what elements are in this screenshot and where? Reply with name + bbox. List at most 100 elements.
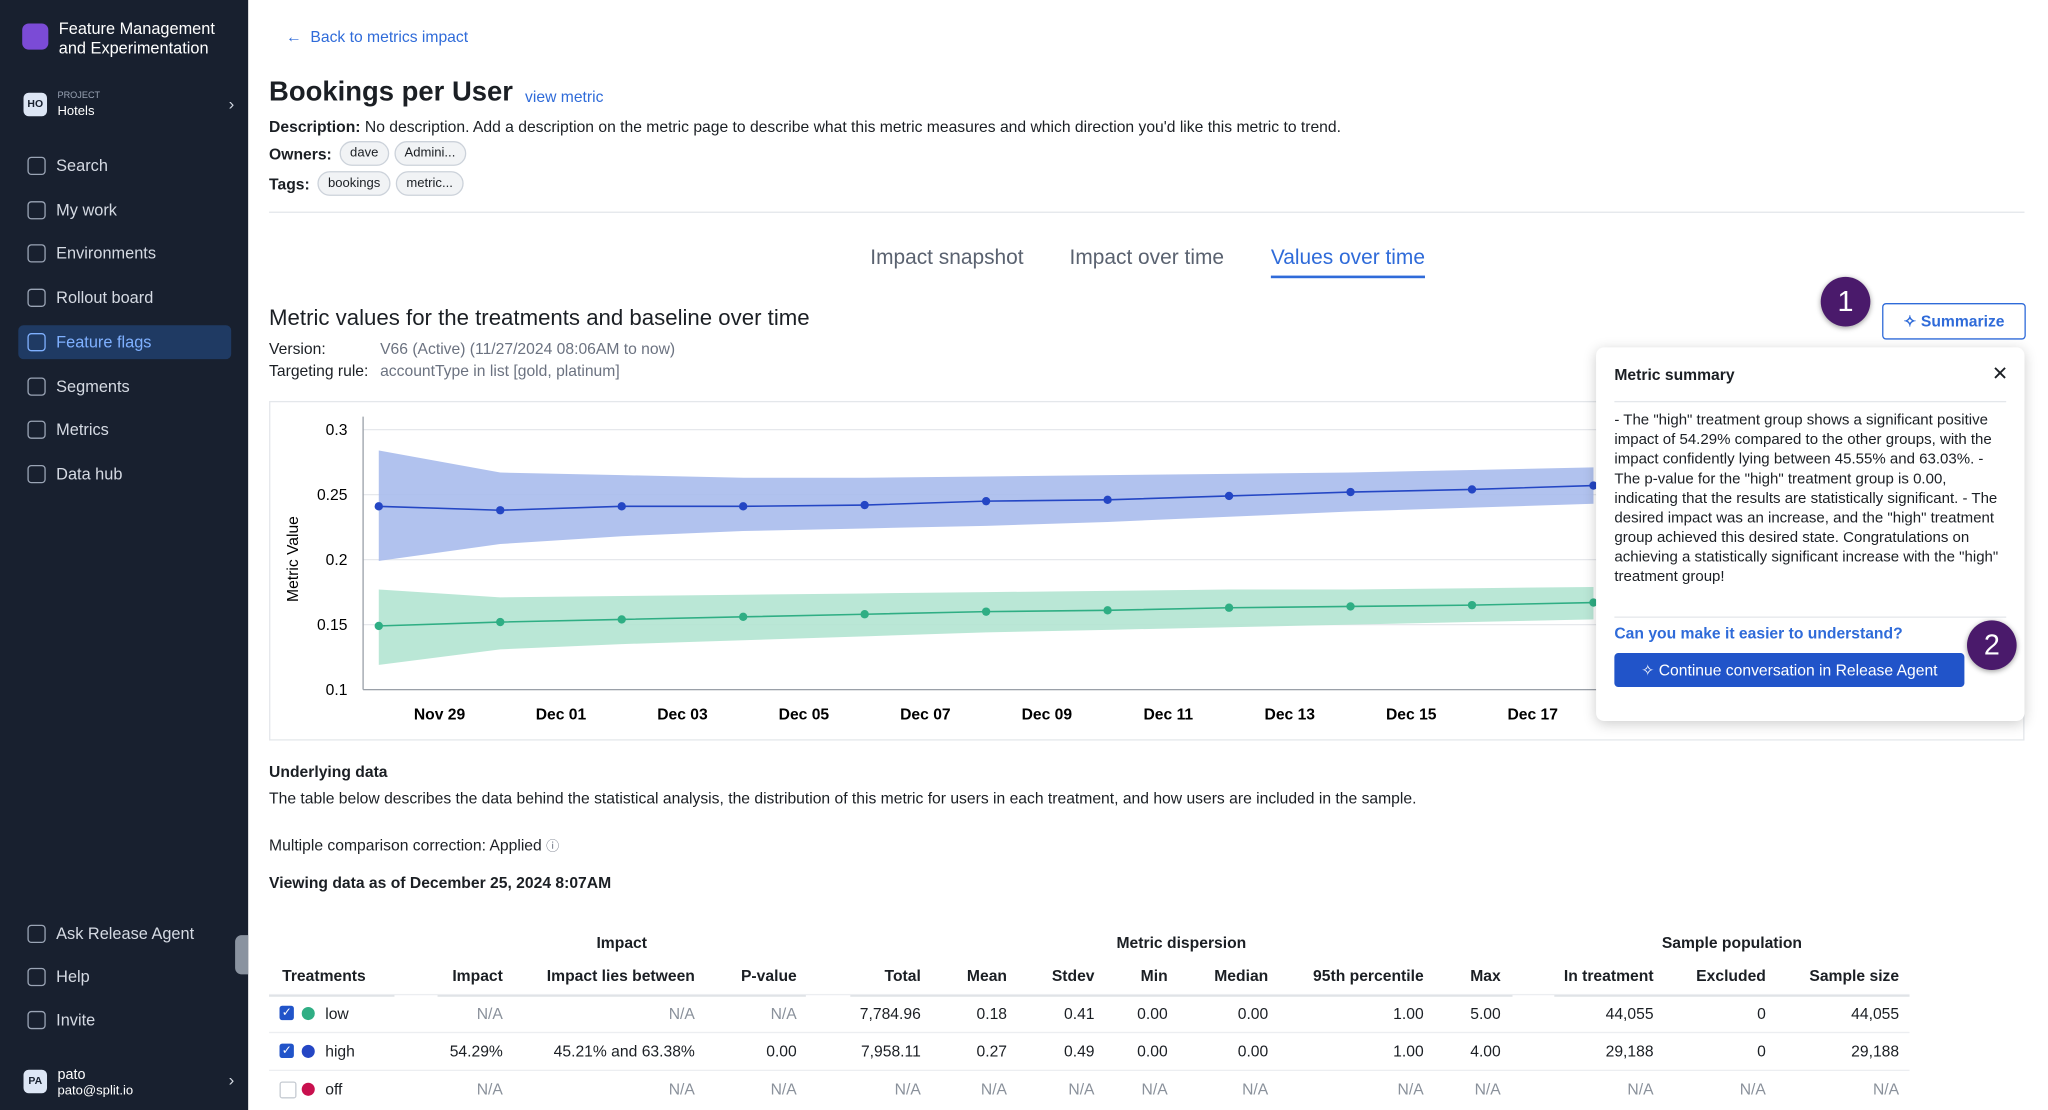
summary-popup: Metric summary ✕ - The "high" treatment … [1596,347,2025,721]
close-button[interactable]: ✕ [1991,363,2009,386]
summarize-text[interactable]: Summarize [1920,312,2005,331]
nav-item[interactable]: Invite [18,1003,231,1037]
data-point [496,617,505,627]
version-label: Version: [269,339,326,358]
nav-icon [27,1010,46,1030]
column-header: Sample size [1809,966,1900,985]
checkbox[interactable]: ✓ [279,1005,294,1021]
table-cell: N/A [770,1080,797,1099]
collapse-handle[interactable] [235,935,249,975]
nav-icon [27,924,46,944]
y-tick-label: 0.3 [326,422,348,439]
as-of: Viewing data as of December 25, 2024 8:0… [269,873,612,893]
nav-item[interactable]: Metrics [18,413,231,447]
column-header: Max [1470,966,1501,985]
table-cell: 7,958.11 [860,1042,921,1061]
summary-text: - The "high" treatment group shows a sig… [1614,412,1999,586]
data-point [981,496,991,506]
description: No description. Add a description on the… [364,117,1341,136]
data-point [496,506,505,515]
treatment-color [301,1082,315,1096]
logo [22,23,49,50]
user-name: pato [57,1067,86,1083]
nav-item[interactable]: My work [18,193,231,227]
nav-item[interactable]: Data hub [18,457,231,491]
product-name: Feature Management and Experimentation [58,19,215,58]
underlying-heading: Underlying data [269,762,388,782]
table-cell: 0.18 [976,1004,1008,1023]
nav-item[interactable]: Help [18,960,231,994]
table-cell: 44,055 [1851,1004,1900,1023]
nav-item[interactable]: Feature flags [18,325,232,360]
view-metric-link[interactable]: view metric [525,87,604,106]
table-cell: 0.00 [1237,1004,1269,1023]
confidence-band [378,450,1594,561]
table-cell: N/A [1872,1080,1900,1099]
nav-item[interactable]: Search [18,149,231,183]
nav-item[interactable]: Rollout board [18,281,231,315]
data-point [1467,600,1477,610]
group-underline [1554,995,1910,997]
table-cell: N/A [1141,1080,1168,1099]
data-point [1346,602,1355,611]
row-divider [269,1069,1910,1072]
x-tick-label: Dec 05 [779,707,830,724]
column-header: Treatments [282,966,366,985]
table-cell: 1.00 [1393,1004,1424,1023]
group-underline [850,995,1513,997]
table-cell: 1.00 [1393,1042,1424,1061]
y-tick-label: 0.2 [326,552,348,569]
table-cell: 0 [1757,1042,1766,1061]
data-point [617,502,626,511]
nav-icon [27,201,46,220]
table-cell: 29,188 [1605,1042,1654,1061]
continue-button[interactable]: ✧ Continue conversation in Release Agent [1614,653,1965,688]
table-cell: N/A [1397,1080,1424,1099]
group-underline [437,995,806,997]
table-cell: N/A [770,1004,797,1023]
chevron[interactable]: › [228,94,235,114]
tab[interactable]: Values over time [1270,247,1425,279]
data-point [860,500,869,510]
underlying-description: The table below describes the data behin… [269,788,1417,808]
nav-item[interactable]: Segments [18,370,231,404]
treatment-name: off [325,1080,343,1099]
column-group: Metric dispersion [1116,933,1247,953]
column-header: Impact [452,966,503,985]
followup-link[interactable]: Can you make it easier to understand? [1614,624,1903,643]
treatment-name: high [325,1042,355,1061]
treatment-color [301,1007,315,1021]
table-cell: N/A [1242,1080,1269,1099]
summarize-button[interactable]: ✧ Summarize [1882,303,2026,340]
column-header: Stdev [1051,966,1095,985]
data-point [1346,487,1355,497]
column-group: Sample population [1661,933,1803,953]
nav-item[interactable]: Ask Release Agent [18,917,231,951]
column-header: Mean [966,966,1008,985]
x-tick-label: Dec 09 [1022,707,1073,724]
checkbox[interactable] [279,1081,297,1099]
treatment-name: low [325,1004,349,1023]
continue-text[interactable]: Continue conversation in Release Agent [1658,660,1938,680]
tab[interactable]: Impact snapshot [870,246,1024,270]
checkbox[interactable]: ✓ [279,1043,294,1058]
column-header: In treatment [1563,966,1654,985]
tags: bookings metric... [317,171,469,196]
x-tick-label: Dec 15 [1386,707,1437,724]
table-cell: N/A [894,1080,921,1099]
summary-title: Metric summary [1614,365,1735,384]
page-title: Bookings per User [269,77,513,108]
step-badge: 1 [1820,276,1871,327]
back-link[interactable]: ← Back to metrics impact [286,27,469,46]
data-point [1103,606,1112,615]
nav-icon [27,156,46,176]
tab[interactable]: Impact over time [1069,246,1225,270]
table-cell: 0.41 [1064,1004,1095,1023]
nav-item[interactable]: Environments [18,236,231,270]
column-group: Impact [596,933,647,953]
project-name[interactable]: Hotels [57,104,95,119]
sidebar: Feature Management and Experimentation H… [0,0,249,1110]
chevron[interactable]: › [228,1069,235,1090]
back-text[interactable]: Back to metrics impact [310,27,469,46]
